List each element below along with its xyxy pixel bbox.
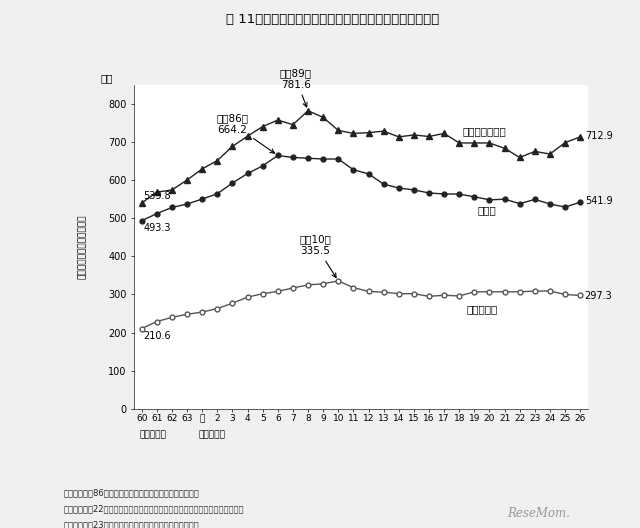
Text: ２）平成22年の数値は、岐阜県、宮城県及び福島県を除いたものである。: ２）平成22年の数値は、岐阜県、宮城県及び福島県を除いたものである。 <box>64 504 244 513</box>
Text: 注：１）平成86年の数値は、兵庫県を除いたものである。: 注：１）平成86年の数値は、兵庫県を除いたものである。 <box>64 488 200 497</box>
Text: 493.3: 493.3 <box>143 223 171 233</box>
Text: 図 11　各種世帯の１世帯当たり平均所得金額の年次推移: 図 11 各種世帯の１世帯当たり平均所得金額の年次推移 <box>226 13 440 26</box>
Text: 210.6: 210.6 <box>143 331 171 341</box>
Text: 平成・・年: 平成・・年 <box>199 430 226 439</box>
Text: 平成86年
664.2: 平成86年 664.2 <box>216 113 275 153</box>
Text: 万円: 万円 <box>100 73 113 83</box>
Text: 児童のいる世帯: 児童のいる世帯 <box>462 126 506 136</box>
Text: 昭和・・年: 昭和・・年 <box>140 430 166 439</box>
Text: 712.9: 712.9 <box>585 131 612 141</box>
Text: 297.3: 297.3 <box>585 291 612 301</box>
Text: 539.8: 539.8 <box>143 191 171 201</box>
Text: ３）平成23年の数値は、福島県を除いたものである。: ３）平成23年の数値は、福島県を除いたものである。 <box>64 520 200 528</box>
Text: 平成10年
335.5: 平成10年 335.5 <box>300 234 336 278</box>
Text: ReseMom.: ReseMom. <box>507 507 570 520</box>
Text: 平成89年
781.6: 平成89年 781.6 <box>280 68 312 107</box>
Text: 高齢者世帯: 高齢者世帯 <box>467 304 498 314</box>
Text: １世帯当たり平均所得金額: １世帯当たり平均所得金額 <box>77 214 86 279</box>
Text: 全世帯: 全世帯 <box>477 205 496 215</box>
Text: 541.9: 541.9 <box>585 196 612 206</box>
